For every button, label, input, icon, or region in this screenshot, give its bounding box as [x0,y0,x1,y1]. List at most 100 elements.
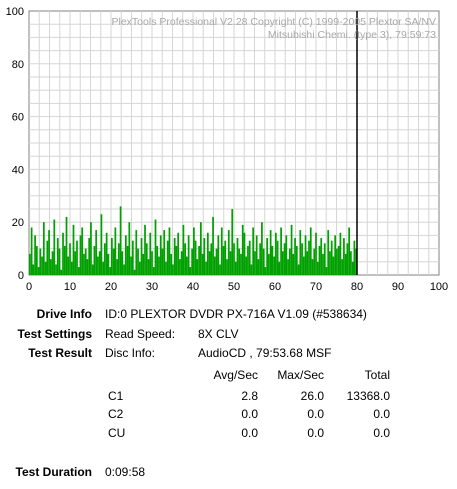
c1-bar [74,251,77,275]
c1-bar [247,245,249,275]
c1-bar [323,243,326,275]
c1-bar [51,251,54,275]
c1-bar [144,224,146,275]
c1-bar [123,264,125,275]
c1-bar [175,245,178,275]
c1-bar [112,248,115,275]
c1-bar [257,259,260,275]
c1-bar [180,251,183,275]
y-tick-label: 80 [12,59,24,71]
c1-bar [32,264,35,275]
c1-bar [119,206,122,275]
c1-bar [140,238,143,275]
c1-bar [165,261,167,275]
c1-bar [187,235,190,275]
c1-bar [254,251,256,275]
c1-bar [281,251,284,275]
c1-bar [55,264,57,275]
c1-bar [309,227,312,275]
c1-bar [227,230,230,275]
c1-bar [151,251,153,275]
c1-bar [79,235,82,275]
c1-bar [269,230,272,275]
c1-bar [292,253,295,275]
c1-bar [264,267,267,275]
x-tick-label: 30 [146,281,158,293]
c1-bar [315,232,317,275]
c1-bar [278,261,281,275]
c1-bar [77,267,80,275]
c1-bar [217,235,220,275]
c1-bar [128,222,131,275]
c1-bar [234,261,237,275]
c1-bar [276,240,279,275]
c1-bar [193,227,195,275]
c1-bar [44,261,47,275]
header-total: Total [364,368,390,382]
c1-bar [121,251,124,275]
c1-bar [344,253,347,275]
c1-bar [236,238,239,275]
c1-bar [177,232,180,275]
c1-bar [212,216,214,275]
c1-bar [81,227,84,275]
c1-bar [215,248,218,275]
c1-bar [266,238,269,275]
c1-bar [245,256,248,275]
c1-bars [29,206,357,275]
c1-bar [268,253,270,275]
c1-bar [259,243,262,275]
c1-bar [163,230,166,275]
c1-bar [219,264,221,275]
c1-bar [201,253,204,275]
c1-bar [63,245,66,275]
c1-bar [210,243,213,275]
c1-bar [196,259,199,275]
y-tick-label: 40 [12,164,24,176]
y-tick-label: 60 [12,112,24,124]
c1-bar [142,253,145,275]
y-tick-label: 20 [12,217,24,229]
c1-bar [283,243,286,275]
c1-bar [343,238,345,275]
x-tick-label: 70 [310,281,322,293]
c1-bar [271,245,274,275]
c1-bar [104,243,106,275]
c1-bar [126,245,129,275]
c1-bar [131,240,134,275]
c1-bar [124,235,127,275]
c1-bar [222,245,225,275]
c1-bar [179,259,181,275]
c1-bar [295,245,298,275]
c1-bar [205,261,207,275]
c1-bar [255,235,258,275]
c1-bar [39,248,42,275]
c1-bar [84,248,87,275]
c1-bar [302,256,305,275]
c1-bar [203,238,206,275]
c1-bar [350,251,352,275]
test-result-label: Test Result [28,346,92,360]
c1-bar [42,222,45,275]
c1-bar [72,224,75,275]
c1-bar [243,232,246,275]
c1-bar [306,251,309,275]
c1-bar [173,238,176,275]
c1-bar [199,222,202,275]
c1-bar [95,230,98,275]
c1-bar [111,238,113,275]
c1-bar [241,224,244,275]
row-avg: 0.0 [241,426,258,440]
c1-bar [166,240,169,275]
watermark-line-2: Mitsubishi Chemi. (type 3), 79:59:73 [268,29,436,41]
c1-bar [138,261,141,275]
c1-bar [69,243,71,275]
c1-bar [49,259,52,275]
drive-info-value: ID:0 PLEXTOR DVDR PX-716A V1.09 (#538634… [105,307,367,321]
y-tick-label: 0 [18,270,24,282]
y-tick-label: 100 [6,6,24,18]
c1-bar [233,243,235,275]
disc-info-label: Disc Info: [105,346,156,360]
read-speed-value: 8X CLV [198,327,239,341]
c1-bar [213,256,216,275]
